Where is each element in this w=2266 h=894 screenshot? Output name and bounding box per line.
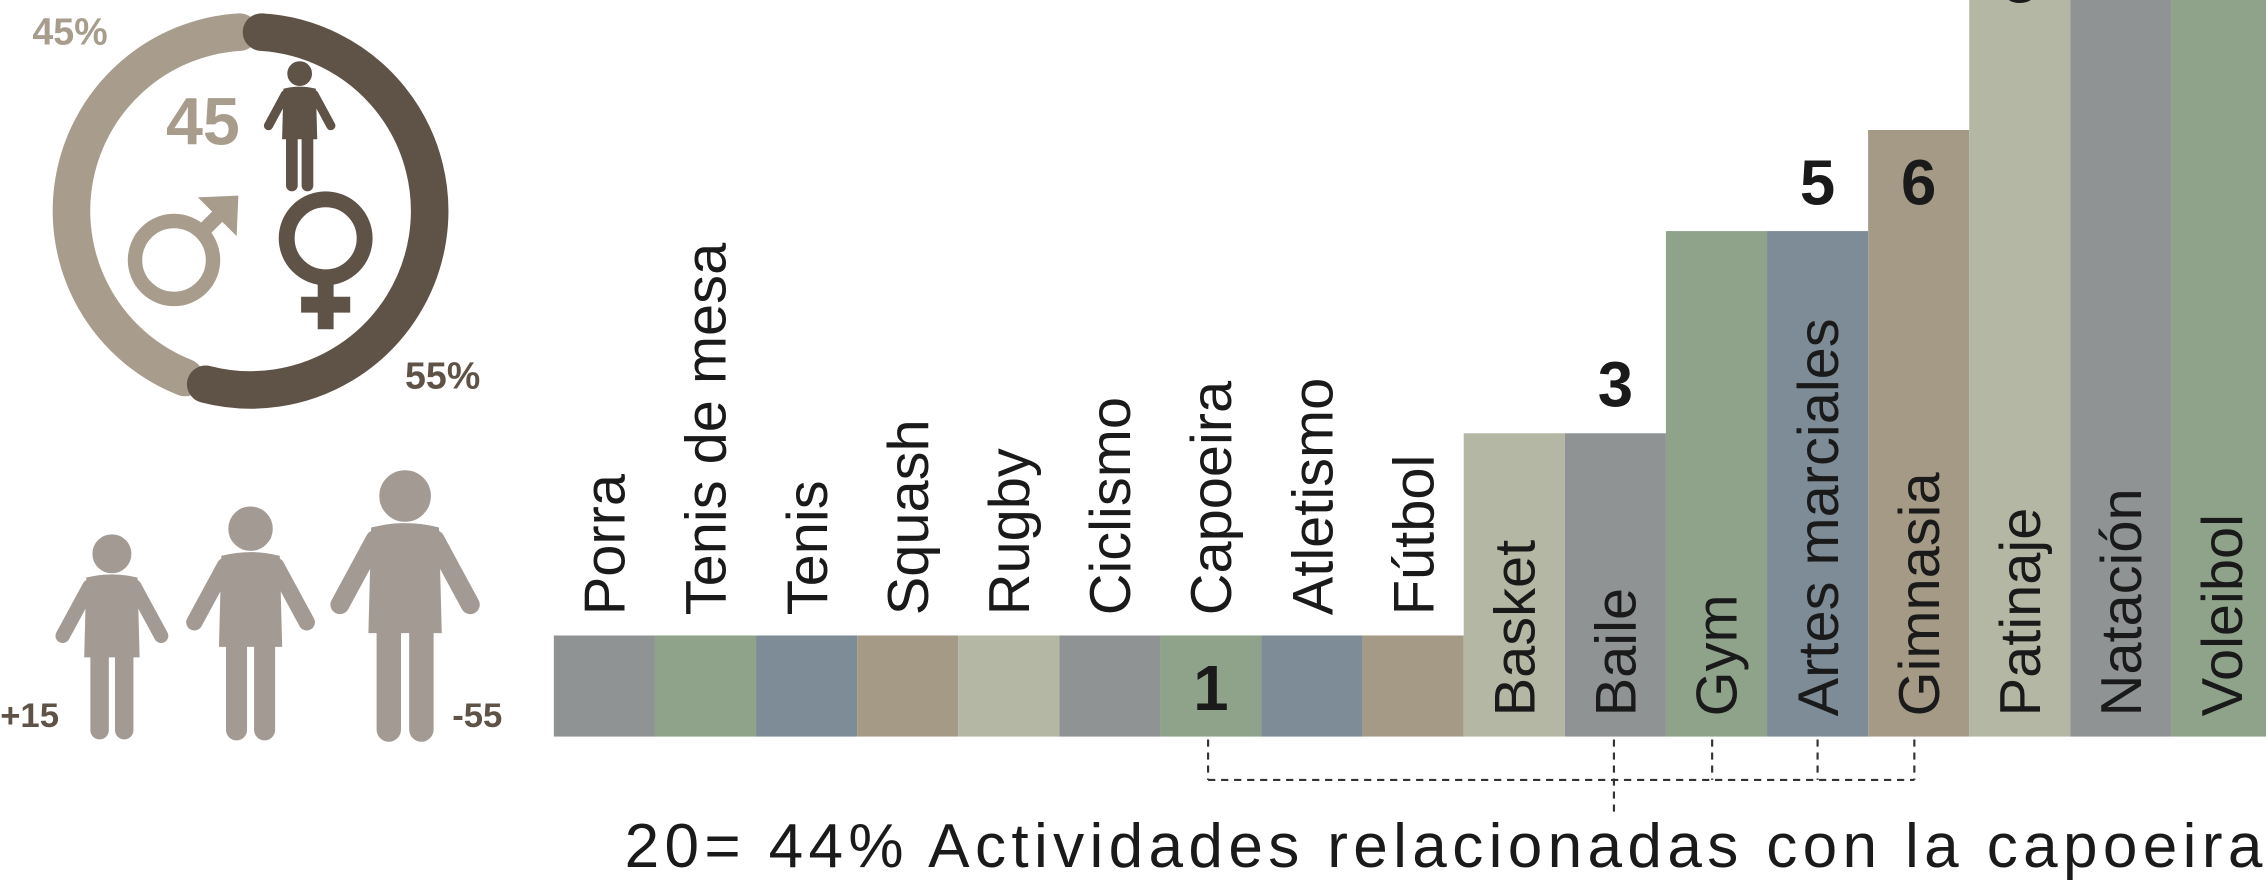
- value-label: 1: [1193, 653, 1228, 724]
- category-label: Natación: [2090, 488, 2154, 716]
- category-label: Fútbol: [1382, 455, 1446, 616]
- category-label: Porra: [574, 473, 638, 615]
- donut-segment: [52, 13, 259, 397]
- category-label: Tenis de mesa: [675, 242, 739, 615]
- age-figure: [194, 508, 306, 730]
- category-label: Basket: [1484, 540, 1548, 717]
- female-percent: 45%: [32, 11, 107, 53]
- age-figures: [63, 472, 471, 731]
- bar: [1463, 433, 1565, 737]
- bar: [857, 635, 959, 737]
- male-symbol: [127, 195, 239, 307]
- age-min: +15: [0, 697, 59, 735]
- gender-donut: [52, 13, 449, 409]
- value-label: 6: [1901, 148, 1936, 219]
- category-label: Artes marciales: [1787, 318, 1851, 716]
- bar: [756, 635, 858, 737]
- bar: [1665, 231, 1768, 737]
- age-figure: [63, 535, 161, 730]
- category-label: Tenis: [776, 480, 840, 615]
- center-number: 45: [166, 86, 240, 160]
- bar: [1160, 635, 1262, 737]
- category-label: Baile: [1585, 588, 1649, 716]
- footnote: 20= 44% Actividades relacionadas con la …: [625, 812, 2263, 881]
- bar: [1767, 231, 1869, 737]
- age-figure: [340, 472, 470, 730]
- bar: [2171, 0, 2266, 737]
- value-label: 3: [1598, 350, 1633, 421]
- category-label: Gimnasia: [1888, 472, 1952, 717]
- bar: [1059, 635, 1161, 737]
- category-label: Squash: [877, 419, 941, 615]
- bar: [553, 635, 655, 737]
- category-label: Patinaje: [1989, 508, 2053, 717]
- category-label: Gym: [1686, 594, 1750, 716]
- bar: [1564, 433, 1666, 737]
- bar: [1362, 635, 1464, 737]
- category-label: Atletismo: [1281, 378, 1345, 616]
- bar: [958, 635, 1060, 737]
- category-label: Rugby: [978, 448, 1042, 615]
- bar: [2070, 0, 2172, 737]
- category-label: Voleibol: [2191, 514, 2255, 716]
- bar: [654, 635, 757, 737]
- bars: Porra Tenis de mesa Tenis Squash Rugby Ciclis…: [553, 0, 2266, 737]
- category-label: Capoeira: [1180, 380, 1244, 615]
- male-percent: 55%: [405, 354, 480, 396]
- bracket: [1207, 739, 1916, 812]
- value-label: 5: [1800, 148, 1835, 219]
- person-icon: [268, 62, 330, 185]
- bar: [1261, 635, 1363, 737]
- bar: [1868, 129, 1970, 737]
- female-symbol: [278, 191, 373, 330]
- bar: [1969, 0, 2071, 737]
- donut-segment: [186, 13, 449, 409]
- category-label: Ciclismo: [1079, 397, 1143, 615]
- value-label: 8: [2002, 0, 2037, 16]
- age-max: -55: [452, 697, 502, 735]
